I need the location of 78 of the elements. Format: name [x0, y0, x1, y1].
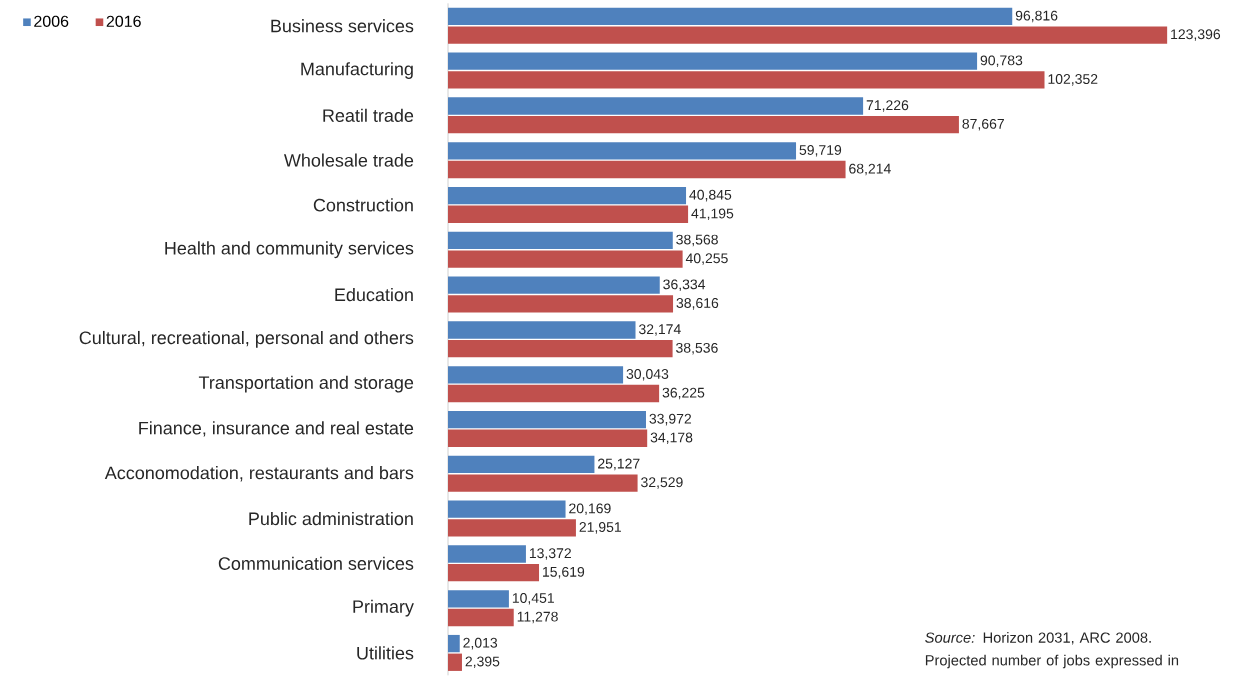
data-label: 59,719 [799, 145, 842, 157]
data-label: 41,195 [691, 208, 734, 221]
y-tick-label: Communication services [218, 556, 414, 570]
y-tick-label: Public administration [249, 511, 413, 526]
y-tick-label: Manufacturing [301, 62, 413, 79]
bar [448, 276, 660, 294]
bar [448, 474, 638, 492]
data-label: 87,667 [962, 118, 1004, 131]
data-label: 11,278 [517, 611, 558, 624]
y-tick-label: Utilities [357, 646, 414, 660]
bar [448, 590, 509, 608]
data-label: 25,127 [598, 458, 640, 471]
data-label: 34,178 [650, 432, 693, 445]
bar [448, 26, 1168, 44]
bar [448, 564, 540, 582]
y-tick-label: Health and community services [165, 241, 414, 259]
bar [448, 250, 683, 268]
y-tick-label: Wholesale trade [283, 153, 414, 167]
data-label: 38,616 [676, 298, 719, 310]
y-tick-label: Education [335, 287, 413, 302]
bar [448, 205, 689, 223]
bar [448, 321, 636, 339]
bar [448, 97, 864, 115]
y-tick-label: Transportation and storage [198, 375, 414, 393]
data-label: 15,619 [543, 566, 585, 579]
data-label: 40,255 [685, 253, 728, 265]
data-label: 36,225 [662, 387, 705, 400]
bar [448, 116, 959, 134]
bar [448, 634, 460, 653]
data-label: 2,013 [463, 637, 498, 650]
data-label: 36,334 [663, 279, 706, 291]
data-label: 20,169 [569, 503, 611, 515]
bar [448, 653, 462, 671]
bar [448, 384, 660, 403]
data-label: 40,845 [689, 189, 732, 202]
bar [448, 186, 687, 205]
bar [448, 52, 978, 70]
legend-label: 2016 [106, 15, 141, 27]
bar [448, 160, 846, 179]
legend-label: 2006 [34, 15, 69, 27]
bar [448, 519, 576, 537]
data-label: 38,568 [676, 234, 718, 247]
y-tick-label: Primary [353, 599, 414, 617]
data-label: 102,352 [1048, 74, 1098, 86]
bar [448, 7, 1013, 26]
data-label: 32,529 [641, 477, 683, 489]
bar [448, 455, 595, 474]
bar [448, 500, 566, 518]
data-label: 32,174 [638, 324, 681, 336]
data-label: 38,536 [676, 342, 718, 355]
bar [448, 608, 514, 627]
data-label: 30,043 [626, 369, 669, 381]
data-label: 21,951 [579, 522, 621, 534]
bar [448, 142, 797, 160]
data-label: 96,816 [1015, 10, 1058, 23]
bar [448, 71, 1045, 89]
bar [448, 545, 526, 563]
bar [448, 410, 646, 429]
bar [448, 340, 673, 358]
data-label: 123,396 [1171, 29, 1221, 41]
y-tick-label: Acconomodation, restaurants and bars [104, 466, 414, 482]
y-tick-label: Construction [313, 198, 413, 212]
y-tick-label: Finance, insurance and real estate [139, 421, 414, 437]
data-label: 13,372 [529, 548, 571, 560]
y-tick-label: Reatil trade [323, 108, 414, 122]
data-label: 2,395 [465, 656, 500, 669]
bar [448, 231, 673, 250]
bar [448, 366, 624, 384]
data-label: 68,214 [849, 163, 891, 176]
data-label: 10,451 [512, 593, 554, 605]
y-tick-label: Business services [271, 19, 414, 33]
data-label: 33,972 [649, 413, 692, 426]
annotation: Source: Horizon 2031, ARC 2008. Projected number of jobs expressed in [925, 632, 1179, 669]
data-label: 90,783 [980, 55, 1023, 67]
bar [448, 429, 648, 447]
bar [448, 295, 674, 313]
y-tick-label: Cultural, recreational, personal and others [79, 330, 414, 348]
data-label: 71,226 [866, 100, 909, 112]
